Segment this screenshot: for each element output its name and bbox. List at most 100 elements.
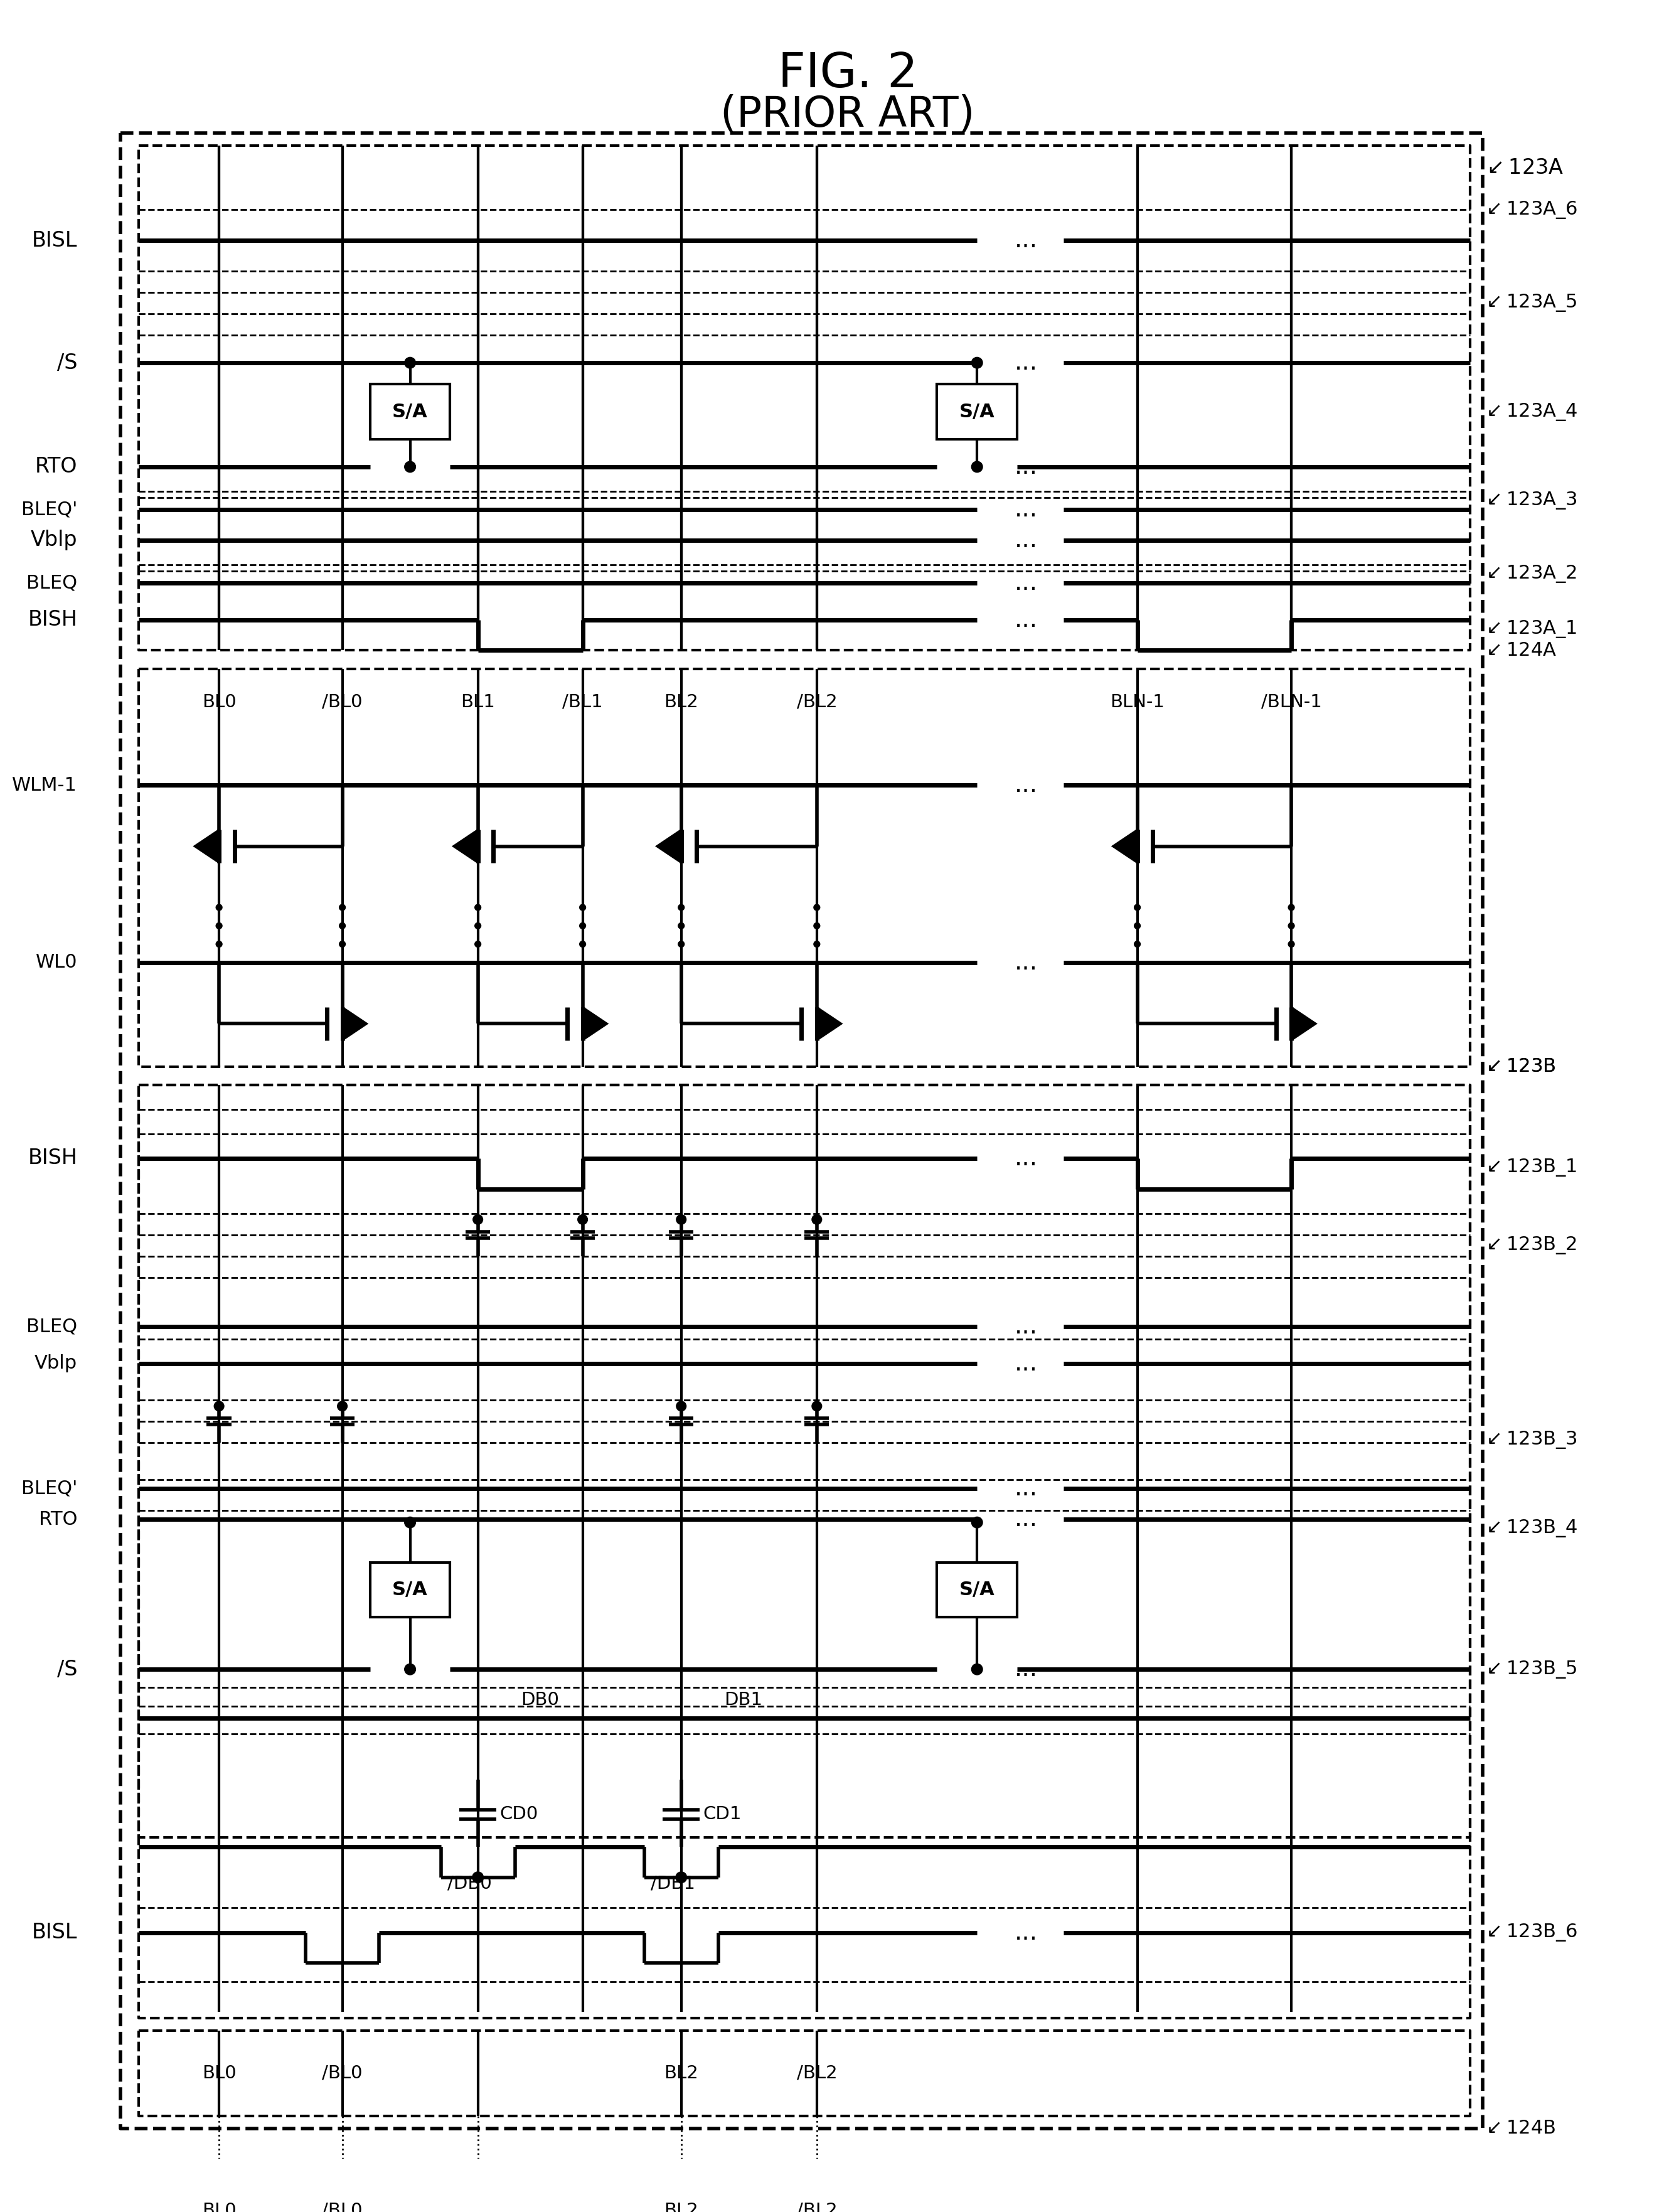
Text: $\swarrow$124A: $\swarrow$124A <box>1482 641 1557 659</box>
Circle shape <box>1135 922 1140 929</box>
Circle shape <box>1288 940 1295 947</box>
Text: $\swarrow$123B_5: $\swarrow$123B_5 <box>1482 1659 1577 1679</box>
Text: BL0: BL0 <box>202 2201 237 2212</box>
Text: RTO: RTO <box>38 1511 77 1528</box>
Circle shape <box>337 1400 347 1411</box>
Text: $\swarrow$123A_4: $\swarrow$123A_4 <box>1482 400 1577 422</box>
Text: BISL: BISL <box>32 230 77 250</box>
Circle shape <box>814 940 819 947</box>
Text: /DB0: /DB0 <box>447 1876 491 1891</box>
Text: ...: ... <box>1015 1478 1038 1500</box>
Text: $\swarrow$123B_3: $\swarrow$123B_3 <box>1482 1429 1577 1451</box>
Text: /BL0: /BL0 <box>322 2064 362 2081</box>
Circle shape <box>577 1214 587 1225</box>
Circle shape <box>214 1400 224 1411</box>
Text: $\swarrow$123B: $\swarrow$123B <box>1482 1057 1556 1075</box>
Text: CD0: CD0 <box>499 1805 537 1823</box>
Text: ...: ... <box>1015 456 1038 478</box>
Circle shape <box>579 905 586 911</box>
Circle shape <box>339 905 345 911</box>
Text: $\swarrow$123A_6: $\swarrow$123A_6 <box>1482 199 1577 221</box>
Text: BL0: BL0 <box>202 692 237 710</box>
Text: /BL0: /BL0 <box>322 692 362 710</box>
Circle shape <box>971 1663 983 1674</box>
Text: BLEQ: BLEQ <box>27 573 77 593</box>
Text: DB1: DB1 <box>724 1692 763 1708</box>
Text: (PRIOR ART): (PRIOR ART) <box>721 93 975 135</box>
Polygon shape <box>582 1006 608 1040</box>
Bar <box>936 385 1016 440</box>
Text: ...: ... <box>1015 529 1038 553</box>
Circle shape <box>1288 922 1295 929</box>
Text: BL2: BL2 <box>664 692 698 710</box>
Circle shape <box>676 1400 686 1411</box>
Circle shape <box>579 922 586 929</box>
Text: ...: ... <box>1015 1657 1038 1681</box>
Circle shape <box>404 1517 416 1528</box>
Circle shape <box>814 905 819 911</box>
Circle shape <box>215 922 222 929</box>
Polygon shape <box>194 830 219 863</box>
Text: Vblp: Vblp <box>35 1354 77 1371</box>
Text: Vblp: Vblp <box>30 531 77 551</box>
Text: /S: /S <box>57 1659 77 1679</box>
Circle shape <box>339 940 345 947</box>
Text: DB0: DB0 <box>521 1692 559 1708</box>
Polygon shape <box>342 1006 367 1040</box>
Text: ...: ... <box>1015 774 1038 796</box>
Text: CD1: CD1 <box>703 1805 741 1823</box>
Circle shape <box>678 905 684 911</box>
Text: ...: ... <box>1015 951 1038 975</box>
Text: $\swarrow$123A: $\swarrow$123A <box>1482 157 1564 179</box>
Text: ...: ... <box>1015 1352 1038 1376</box>
Text: S/A: S/A <box>960 1582 995 1599</box>
Text: ...: ... <box>1015 571 1038 595</box>
Text: $\swarrow$123B_2: $\swarrow$123B_2 <box>1482 1234 1577 1256</box>
Text: BLEQ: BLEQ <box>27 1318 77 1336</box>
Text: BISL: BISL <box>32 1922 77 1942</box>
Text: S/A: S/A <box>392 403 427 420</box>
Text: BISH: BISH <box>28 611 77 630</box>
Text: /DB1: /DB1 <box>651 1876 694 1891</box>
Bar <box>936 1562 1016 1617</box>
Circle shape <box>404 462 416 473</box>
Text: /BL0: /BL0 <box>322 2201 362 2212</box>
Text: /BL2: /BL2 <box>796 2201 838 2212</box>
Text: /BLN-1: /BLN-1 <box>1262 692 1322 710</box>
Text: BLEQ': BLEQ' <box>22 500 77 520</box>
Text: $\swarrow$123B_4: $\swarrow$123B_4 <box>1482 1517 1577 1540</box>
Text: ...: ... <box>1015 1146 1038 1170</box>
Text: S/A: S/A <box>392 1582 427 1599</box>
Text: $\swarrow$123B_1: $\swarrow$123B_1 <box>1482 1157 1577 1177</box>
Text: $\swarrow$123A_5: $\swarrow$123A_5 <box>1482 292 1577 314</box>
Text: ...: ... <box>1015 228 1038 252</box>
Text: ...: ... <box>1015 1506 1038 1531</box>
Circle shape <box>676 1871 688 1882</box>
Text: BISH: BISH <box>28 1148 77 1168</box>
Text: ...: ... <box>1015 498 1038 522</box>
Text: BL2: BL2 <box>664 2201 698 2212</box>
Circle shape <box>474 922 481 929</box>
Polygon shape <box>656 830 681 863</box>
Text: $\swarrow$123B_6: $\swarrow$123B_6 <box>1482 1922 1577 1942</box>
Circle shape <box>811 1400 821 1411</box>
Text: WLM-1: WLM-1 <box>12 776 77 794</box>
Circle shape <box>678 940 684 947</box>
Text: ...: ... <box>1015 352 1038 374</box>
Circle shape <box>1288 905 1295 911</box>
Polygon shape <box>454 830 477 863</box>
Text: S/A: S/A <box>960 403 995 420</box>
Circle shape <box>579 940 586 947</box>
Circle shape <box>1135 905 1140 911</box>
Text: $\swarrow$123A_2: $\swarrow$123A_2 <box>1482 564 1577 584</box>
Circle shape <box>811 1214 821 1225</box>
Circle shape <box>472 1871 484 1882</box>
Text: $\swarrow$123B: $\swarrow$123B <box>1482 1057 1556 1075</box>
Circle shape <box>215 940 222 947</box>
Text: FIG. 2: FIG. 2 <box>778 51 918 97</box>
Circle shape <box>814 922 819 929</box>
Circle shape <box>215 905 222 911</box>
Bar <box>371 385 451 440</box>
Circle shape <box>474 940 481 947</box>
Text: /BL2: /BL2 <box>796 2064 838 2081</box>
